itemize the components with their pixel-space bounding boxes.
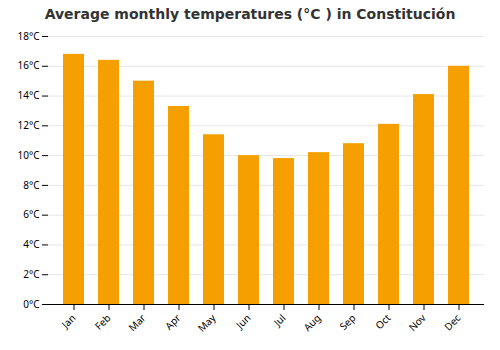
svg-text:6°C: 6°C <box>23 207 40 221</box>
svg-text:8°C: 8°C <box>23 178 40 192</box>
svg-text:May: May <box>194 310 219 335</box>
svg-text:Jan: Jan <box>58 311 79 332</box>
svg-text:Nov: Nov <box>405 310 429 334</box>
svg-text:0°C: 0°C <box>23 297 40 311</box>
svg-text:Oct: Oct <box>372 311 394 333</box>
svg-text:Jun: Jun <box>232 311 253 332</box>
svg-text:Aug: Aug <box>300 311 323 334</box>
svg-text:12°C: 12°C <box>17 118 40 132</box>
svg-text:Jul: Jul <box>270 311 289 330</box>
svg-text:Feb: Feb <box>91 311 113 333</box>
svg-text:10°C: 10°C <box>17 148 40 162</box>
svg-text:Mar: Mar <box>125 311 148 334</box>
html-text:Average monthly temperatures (: Average monthly temperatures (°C ) in Co… <box>44 6 456 22</box>
svg-text:4°C: 4°C <box>23 237 40 251</box>
svg-text:Apr: Apr <box>162 311 184 333</box>
svg-text:18°C: 18°C <box>17 29 40 43</box>
svg-text:14°C: 14°C <box>17 88 40 102</box>
svg-text:2°C: 2°C <box>23 267 40 281</box>
svg-text:16°C: 16°C <box>17 58 40 72</box>
svg-text:Sep: Sep <box>336 311 358 333</box>
svg-text:Dec: Dec <box>441 311 464 334</box>
